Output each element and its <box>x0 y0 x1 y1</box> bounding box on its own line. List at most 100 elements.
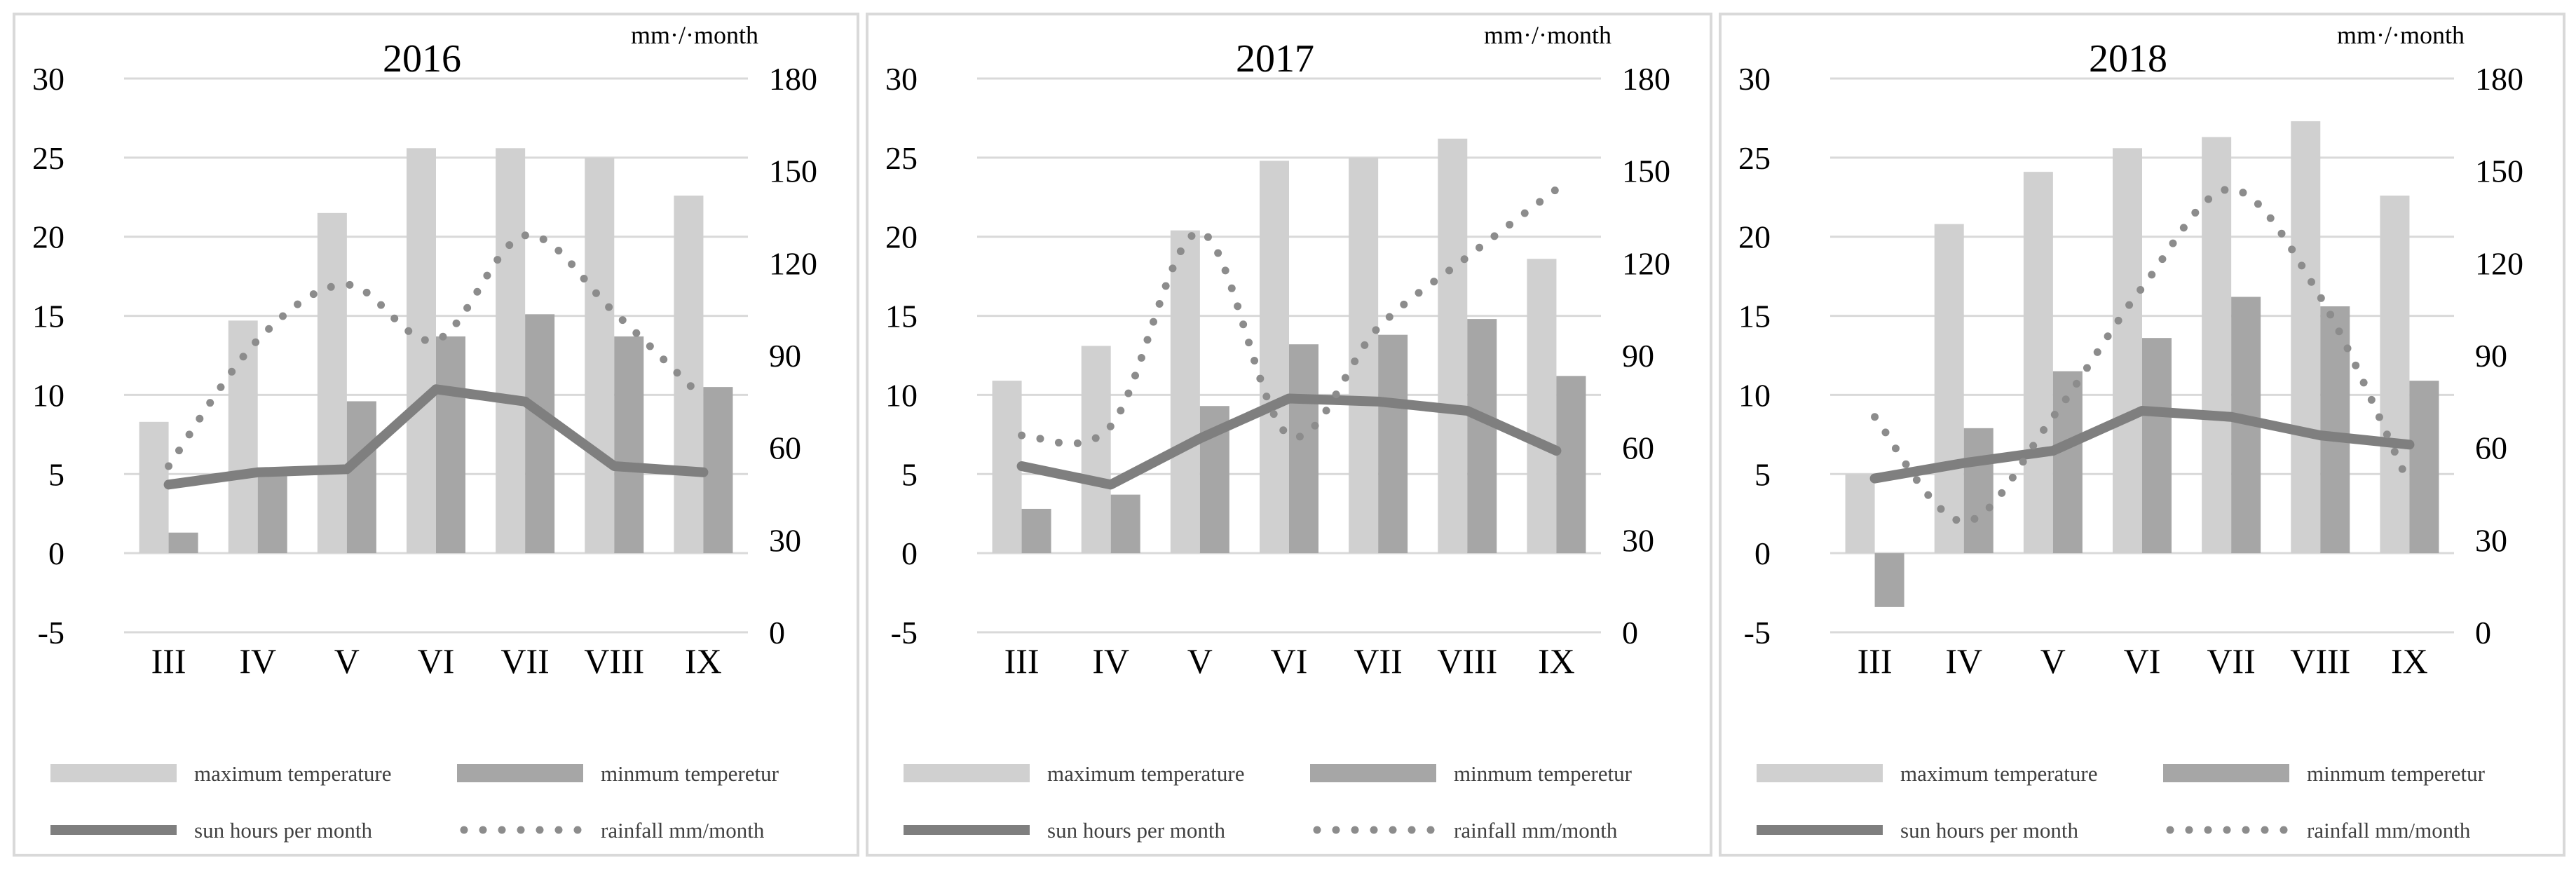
y-tick-label: 25 <box>32 140 64 176</box>
y-tick-label: 10 <box>1738 377 1771 413</box>
sun-hours-line <box>163 384 709 490</box>
legend-label-max: maximum temperature <box>1900 761 2097 786</box>
bar-min-temp <box>1556 376 1586 554</box>
y2-tick-label: 0 <box>769 615 785 650</box>
x-tick-label: VIII <box>1437 641 1497 681</box>
legend-label-sun: sun hours per month <box>1047 818 1226 843</box>
legend-label-rain: rainfall mm/month <box>601 818 765 843</box>
bar-min-temp <box>1021 508 1051 554</box>
y2-tick-label: 60 <box>769 430 801 466</box>
x-tick-label: III <box>1858 641 1893 681</box>
bar-max-temp <box>1260 161 1289 554</box>
y2-tick-label: 60 <box>2475 430 2507 466</box>
y-tick-label: 20 <box>32 219 64 255</box>
x-tick-label: VIII <box>2290 641 2350 681</box>
bar-min-temp <box>1874 553 1904 607</box>
bar-min-temp <box>525 314 555 554</box>
bar-min-temp <box>2142 338 2172 554</box>
x-tick-label: VII <box>1354 641 1402 681</box>
bar-min-temp <box>1110 494 1140 554</box>
bar-max-temp <box>1845 474 1875 554</box>
y2-tick-label: 150 <box>769 154 817 189</box>
x-tick-label: V <box>334 641 360 681</box>
bar-min-temp <box>614 336 644 554</box>
y2-tick-label: 30 <box>1622 522 1654 558</box>
bar-min-temp <box>346 401 376 554</box>
y-tick-label: 25 <box>1738 140 1771 176</box>
bar-max-temp <box>317 212 347 554</box>
x-tick-label: IV <box>1945 641 1982 681</box>
y2-tick-label: 180 <box>769 61 817 97</box>
y-tick-label: -5 <box>891 615 918 650</box>
bar-max-temp <box>1934 224 1964 554</box>
legend-label-min: minmum temperetur <box>1454 761 1633 786</box>
y2-tick-label: 60 <box>1622 430 1654 466</box>
y2-tick-label: 150 <box>2475 154 2523 189</box>
y-tick-label: 20 <box>885 219 918 255</box>
bar-max-temp <box>496 148 526 554</box>
x-tick-label: VII <box>2207 641 2255 681</box>
y-tick-label: -5 <box>1744 615 1771 650</box>
legend-swatch-min <box>457 764 583 782</box>
chart-title: 2018 <box>2089 37 2167 81</box>
x-tick-label: IX <box>2391 641 2428 681</box>
bar-max-temp <box>1349 157 1379 554</box>
y-tick-label: 0 <box>901 536 918 571</box>
y2-tick-label: 0 <box>1622 615 1638 650</box>
bar-min-temp <box>703 387 733 554</box>
y2-tick-label: 0 <box>2475 615 2491 650</box>
y-tick-label: 5 <box>1754 456 1771 492</box>
bar-min-temp <box>168 532 198 554</box>
legend-swatch-min <box>1310 764 1436 782</box>
y2-tick-label: 150 <box>1622 154 1670 189</box>
y2-tick-label: 30 <box>769 522 801 558</box>
y-tick-label: 10 <box>885 377 918 413</box>
x-tick-label: IX <box>685 641 722 681</box>
chart-svg-2016: 30 25 20 15 10 5 0 -5 180 150 120 90 60 30 0 III IV V VI VI… <box>32 21 817 843</box>
bar-max-temp <box>2291 121 2321 554</box>
legend-label-sun: sun hours per month <box>1900 818 2079 843</box>
bar-min-temp <box>436 336 465 554</box>
bar-min-temp <box>1289 344 1318 554</box>
rainfall-dotted-line <box>165 231 707 470</box>
y2-tick-label: 120 <box>1622 245 1670 281</box>
bar-min-temp <box>1963 428 1994 554</box>
x-tick-label: VI <box>418 641 455 681</box>
legend-label-min: minmum temperetur <box>601 761 779 786</box>
y-tick-label: 30 <box>885 61 918 97</box>
legend-swatch-max <box>50 764 177 782</box>
bar-max-temp <box>585 157 615 554</box>
chart-panel-2016: 30 25 20 15 10 5 0 -5 180 150 120 90 60 30 0 III IV V VI VI… <box>13 13 859 857</box>
legend-swatch-max <box>1757 764 1883 782</box>
bar-max-temp <box>1170 230 1200 554</box>
chart-svg-2017: 30 25 20 15 10 5 0 -5 180 150 120 90 60 30 0 III IV V VI VI… <box>885 21 1670 843</box>
y2-tick-label: 120 <box>2475 245 2523 281</box>
bar-max-temp <box>2202 137 2232 554</box>
legend-label-max: maximum temperature <box>1047 761 1244 786</box>
y-tick-label: 20 <box>1738 219 1771 255</box>
y2-tick-label: 90 <box>2475 338 2507 374</box>
bar-max-temp <box>2023 172 2053 554</box>
y2-tick-label: 90 <box>769 338 801 374</box>
chart-svg-2018: 30 25 20 15 10 5 0 -5 180 150 120 90 60 30 0 III IV V VI VI… <box>1738 21 2523 843</box>
x-tick-label: IV <box>1092 641 1129 681</box>
y-tick-label: 5 <box>901 456 918 492</box>
y2-axis-unit: mm·/·month <box>2337 21 2465 49</box>
legend-label-max: maximum temperature <box>194 761 391 786</box>
bar-max-temp <box>992 381 1022 554</box>
x-tick-label: VII <box>500 641 549 681</box>
sun-hours-line <box>1016 393 1562 490</box>
chart-title: 2016 <box>383 37 461 81</box>
y-tick-label: 25 <box>885 140 918 176</box>
x-tick-label: IV <box>239 641 276 681</box>
y2-tick-label: 180 <box>2475 61 2523 97</box>
x-tick-label: V <box>2040 641 2066 681</box>
bar-max-temp <box>139 421 169 554</box>
x-tick-label: III <box>151 641 186 681</box>
chart-panel-2018: 30 25 20 15 10 5 0 -5 180 150 120 90 60 30 0 III IV V VI VI… <box>1719 13 2565 857</box>
x-tick-label: V <box>1187 641 1213 681</box>
bar-max-temp <box>1438 138 1468 554</box>
y2-axis-unit: mm·/·month <box>1484 21 1611 49</box>
y-tick-label: 15 <box>885 299 918 334</box>
bar-max-temp <box>1527 259 1557 554</box>
